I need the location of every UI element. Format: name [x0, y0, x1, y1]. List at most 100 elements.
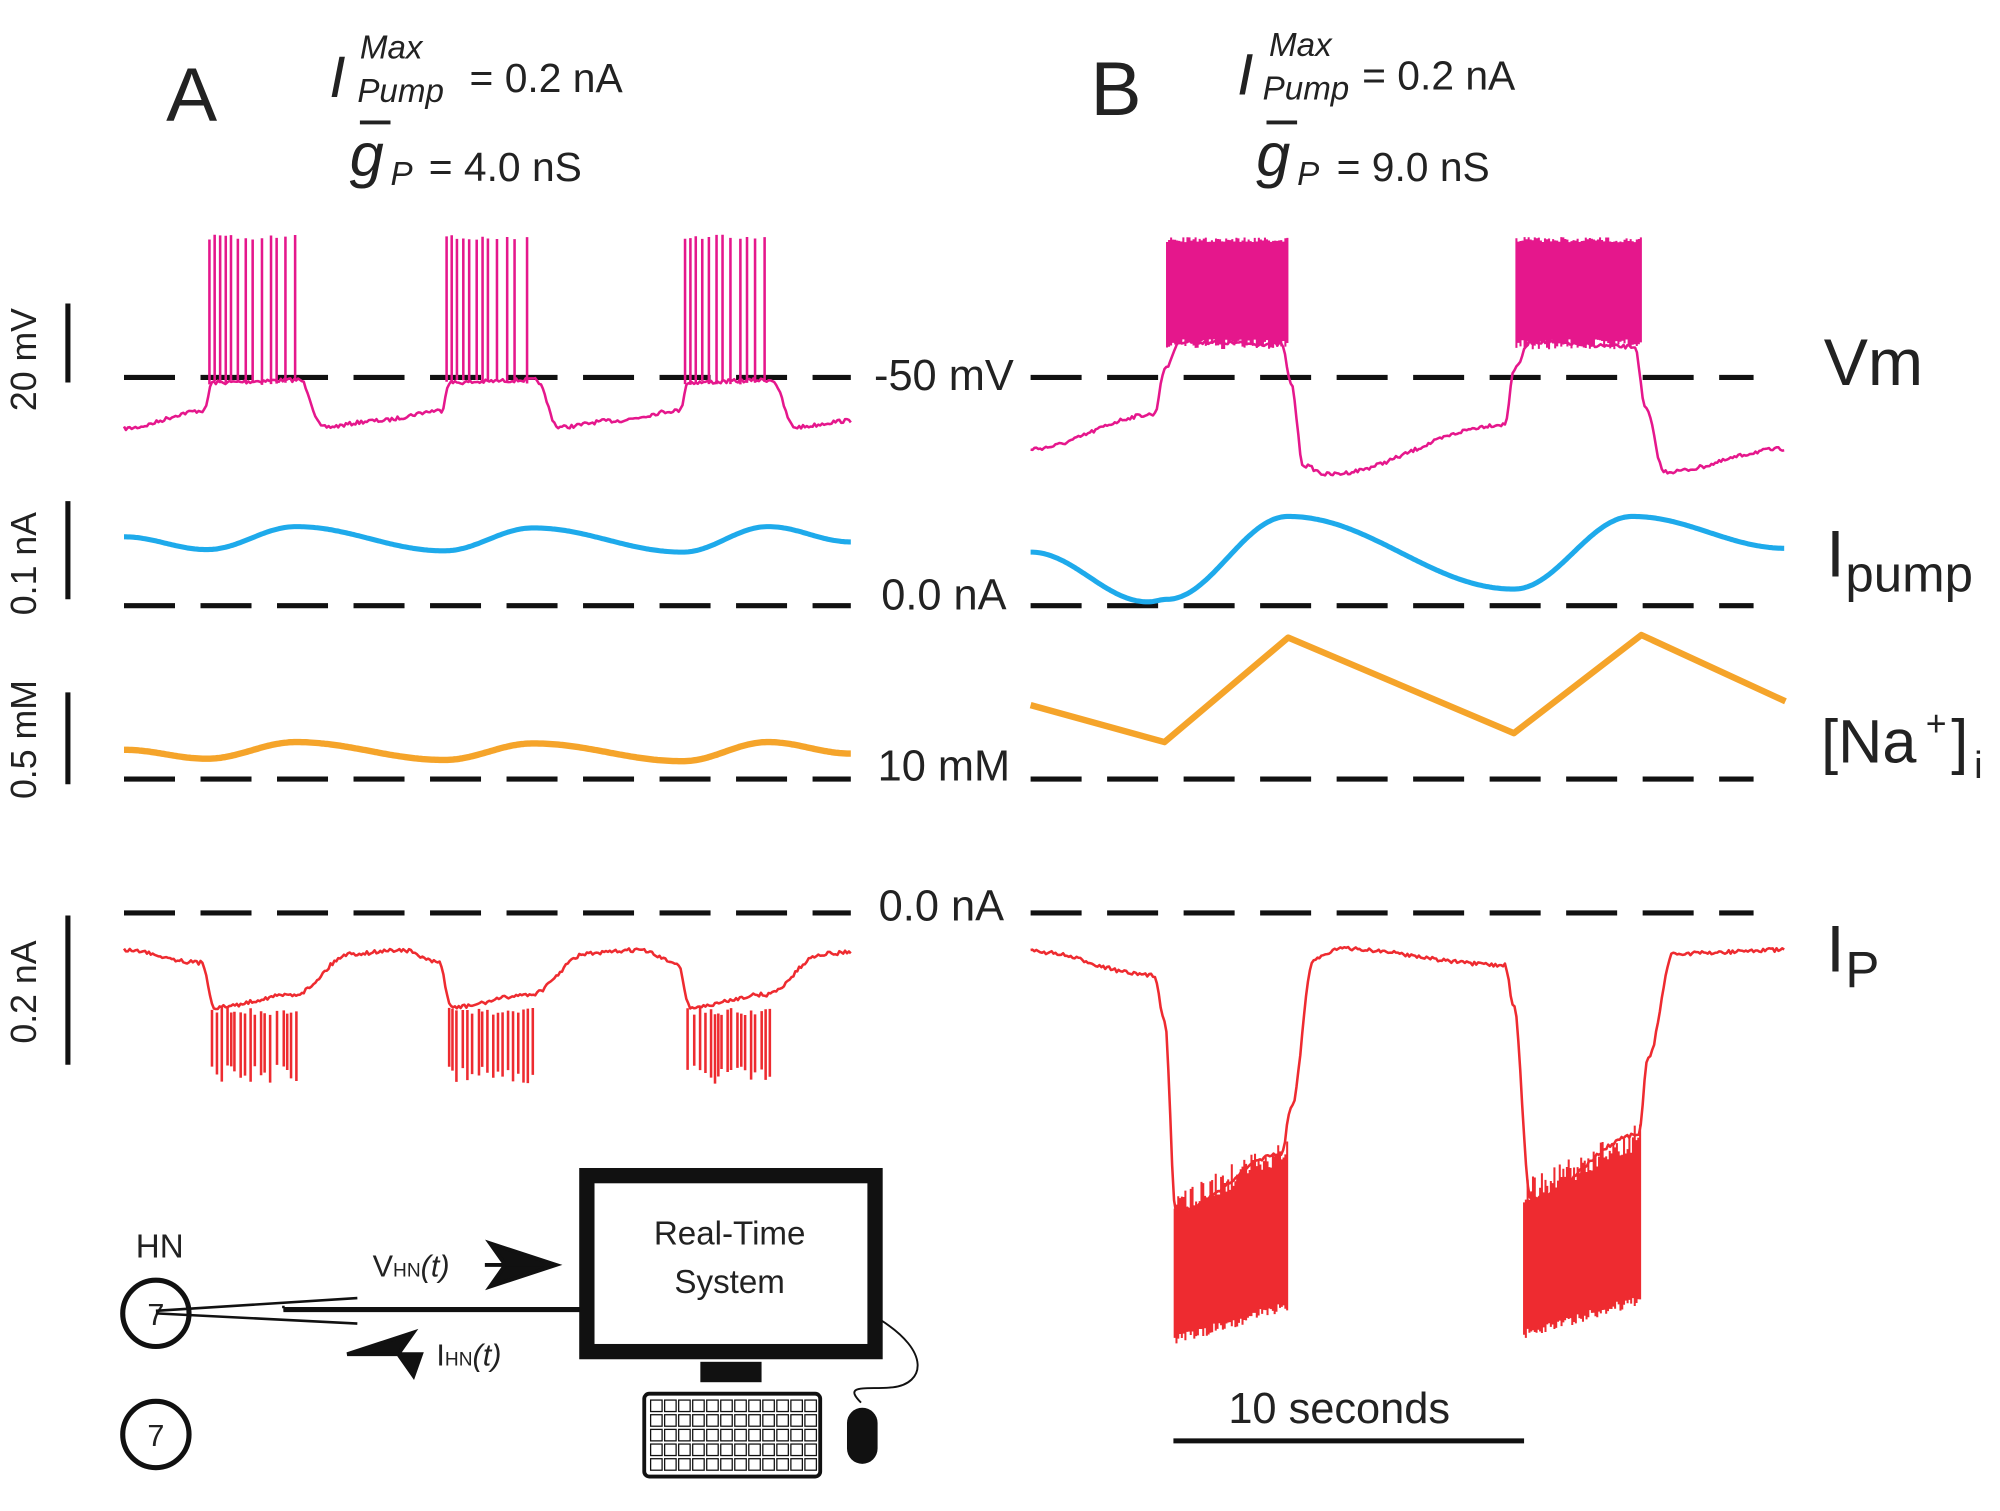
spikes: [1166, 237, 1289, 350]
system-label: System: [674, 1264, 785, 1301]
key: [720, 1428, 733, 1442]
key: [692, 1458, 705, 1471]
trace-label: I: [1826, 517, 1844, 591]
neuron: [120, 1398, 192, 1471]
mouse: [846, 1407, 878, 1464]
key: [776, 1443, 789, 1457]
panel-label: B: [1091, 47, 1142, 132]
key: [706, 1443, 719, 1457]
key: [706, 1414, 719, 1427]
key: [776, 1414, 789, 1427]
scale-label: 0.2 nA: [4, 940, 44, 1043]
key: [734, 1399, 747, 1413]
key: [762, 1443, 775, 1457]
electrode: [155, 1296, 581, 1325]
key: [678, 1443, 691, 1457]
key: [664, 1458, 677, 1471]
neuron: [120, 1277, 192, 1350]
key: [720, 1414, 733, 1427]
key: [664, 1414, 677, 1427]
param-sub: P: [1297, 156, 1319, 193]
key: [734, 1443, 747, 1457]
key: [804, 1443, 818, 1457]
arrow-out: [346, 1328, 424, 1380]
key: [804, 1458, 818, 1471]
param-value: = 9.0 nS: [1337, 144, 1490, 190]
neuron-number: 7: [147, 1298, 164, 1332]
monitor: [579, 1167, 883, 1360]
key: [804, 1399, 818, 1413]
trace-label-sub: pump: [1845, 546, 1973, 603]
param-sup: Max: [1269, 27, 1333, 64]
key: [692, 1428, 705, 1442]
key: [790, 1428, 803, 1442]
key: [748, 1414, 761, 1427]
key: [664, 1399, 677, 1413]
param-sub: Pump: [357, 73, 444, 110]
na-trace: [1029, 631, 1787, 746]
spikes: [447, 1007, 535, 1084]
scale-label: 0.1 nA: [4, 512, 44, 615]
key: [790, 1458, 803, 1471]
ip-trace: [122, 947, 852, 1011]
param-sub: P: [390, 156, 412, 193]
signal-arg: (t): [473, 1339, 502, 1373]
key: [734, 1428, 747, 1442]
key: [776, 1428, 789, 1442]
param-value: = 0.2 nA: [1362, 52, 1516, 98]
arrow-in: [484, 1239, 563, 1291]
key: [678, 1458, 691, 1471]
key: [790, 1414, 803, 1427]
key: [720, 1399, 733, 1413]
system-label: Real-Time: [654, 1216, 806, 1253]
key: [649, 1443, 663, 1457]
param-sub: Pump: [1263, 70, 1350, 107]
spikes: [686, 1007, 772, 1084]
spikes: [1515, 237, 1642, 350]
spikes: [445, 235, 529, 384]
signal-label: VHN(t): [373, 1249, 450, 1283]
trace-label: I: [1826, 913, 1844, 987]
key: [748, 1458, 761, 1471]
spikes: [1173, 1141, 1289, 1344]
key: [706, 1458, 719, 1471]
key: [734, 1414, 747, 1427]
traces: [122, 234, 1787, 1344]
key: [720, 1458, 733, 1471]
key: [762, 1458, 775, 1471]
key: [776, 1458, 789, 1471]
key: [804, 1428, 818, 1442]
reference-label: 0.0 nA: [881, 572, 1006, 620]
key: [762, 1428, 775, 1442]
vm-trace: [1030, 338, 1785, 477]
signal-label: IHN(t): [436, 1339, 501, 1373]
ip-trace: [1030, 945, 1785, 1215]
param-value: = 4.0 nS: [429, 144, 582, 190]
signal-sub: HN: [445, 1350, 473, 1371]
param-symbol: I: [329, 45, 345, 110]
key: [664, 1428, 677, 1442]
key: [734, 1458, 747, 1471]
key: [692, 1414, 705, 1427]
scale-label: 20 mV: [4, 308, 44, 411]
neuron-label: HN: [136, 1228, 184, 1265]
spikes: [210, 1007, 298, 1083]
key: [649, 1458, 663, 1471]
keys: [649, 1399, 818, 1471]
signal-symbol: V: [373, 1249, 394, 1283]
key: [804, 1414, 818, 1427]
trace-label: Vm: [1824, 326, 1923, 400]
param-symbol: g: [350, 121, 384, 189]
key: [748, 1428, 761, 1442]
signal-symbol: I: [436, 1339, 444, 1373]
key: [649, 1428, 663, 1442]
trace-label-sub: P: [1845, 941, 1879, 998]
ipump-trace: [123, 524, 852, 555]
key: [790, 1443, 803, 1457]
key: [748, 1443, 761, 1457]
trace-label: [Na: [1821, 708, 1917, 776]
param-symbol: I: [1237, 42, 1253, 107]
signal-arg: (t): [421, 1249, 450, 1283]
key: [720, 1443, 733, 1457]
